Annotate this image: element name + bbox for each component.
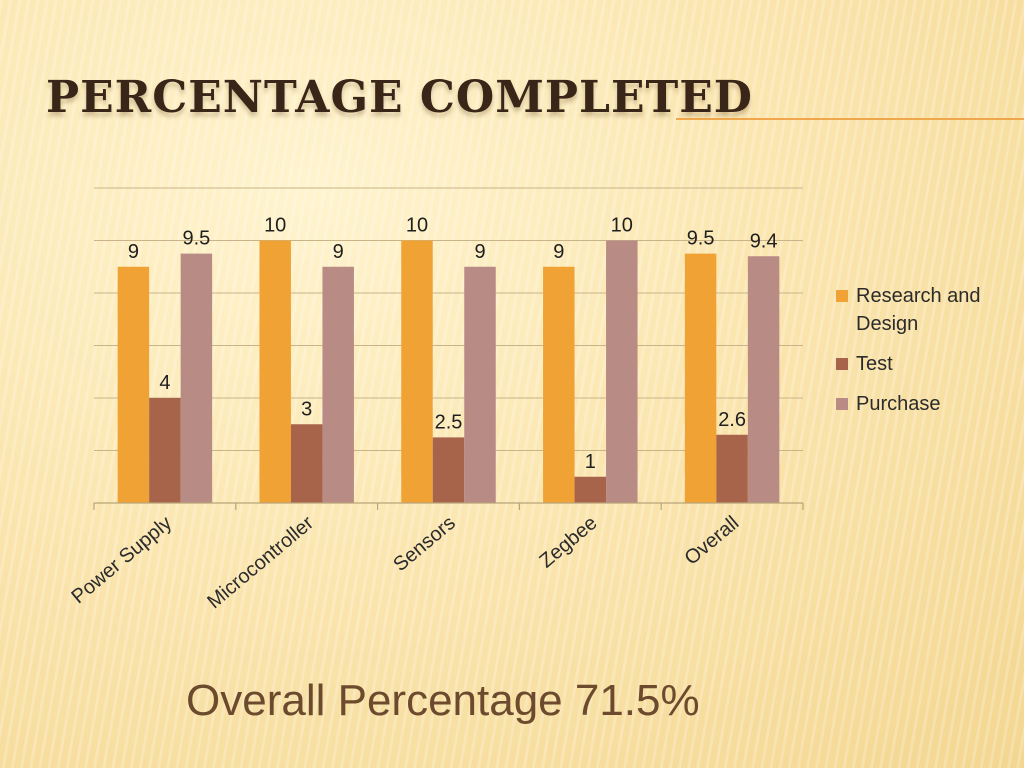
data-label-test: 2.5	[435, 411, 463, 433]
title-rule	[676, 118, 1024, 120]
bar-test	[149, 398, 181, 503]
data-label-test: 4	[159, 372, 170, 394]
chart-bars	[117, 240, 780, 503]
data-label-research: 10	[264, 215, 286, 237]
legend-item-purchase: Purchase	[836, 390, 996, 418]
slide-title: Percentage Completed	[46, 72, 753, 123]
bar-purchase	[464, 266, 496, 503]
legend-swatch-research	[836, 290, 848, 302]
legend-swatch-test	[836, 358, 848, 370]
legend-item-test: Test	[836, 350, 996, 378]
bar-chart: Power Supply Microcontroller Sensors Zegbee…	[67, 187, 804, 613]
x-tick-label: Zegbee	[535, 512, 601, 572]
data-label-test: 3	[301, 398, 312, 420]
bar-test	[574, 476, 607, 503]
bar-research	[117, 266, 150, 503]
bar-purchase	[747, 256, 780, 503]
bar-purchase	[180, 253, 213, 503]
x-tick-label: Microcontroller	[203, 512, 318, 613]
data-label-research: 9	[128, 241, 139, 263]
bar-research	[401, 240, 433, 503]
bar-test	[290, 424, 323, 503]
overall-percentage-text: Overall Percentage 71.5%	[186, 676, 700, 725]
data-label-test: 1	[585, 451, 596, 473]
legend-item-research: Research and Design	[836, 282, 996, 338]
data-label-test: 2.6	[718, 409, 746, 431]
chart-axis: Power Supply Microcontroller Sensors Zegbee…	[67, 502, 804, 613]
bar-research	[543, 266, 575, 503]
bar-purchase	[606, 240, 638, 503]
bar-test	[432, 437, 465, 503]
legend-label-research: Research and Design	[856, 285, 981, 335]
legend-swatch-purchase	[836, 398, 848, 410]
data-label-purchase: 9.5	[182, 228, 210, 250]
data-label-research: 9.5	[687, 228, 715, 250]
x-tick-label: Overall	[681, 512, 744, 570]
bar-research	[684, 253, 717, 503]
x-tick-label: Sensors	[389, 512, 459, 576]
bar-purchase	[322, 266, 354, 503]
data-label-purchase: 10	[611, 215, 633, 237]
data-label-research: 9	[553, 241, 564, 263]
legend-label-test: Test	[856, 353, 893, 375]
data-label-purchase: 9	[333, 241, 344, 263]
chart-legend: Research and Design Test Purchase	[836, 282, 996, 430]
legend-label-purchase: Purchase	[856, 393, 941, 415]
bar-research	[259, 240, 291, 503]
data-label-purchase: 9.4	[750, 230, 778, 252]
data-label-research: 10	[406, 215, 428, 237]
chart-data-labels: 9 10 10 9 9.5 4 3 2.5 1 2.6 9.5 9 9 10 9.4	[128, 215, 778, 473]
bar-test	[716, 434, 748, 503]
x-tick-label: Power Supply	[67, 512, 176, 608]
data-label-purchase: 9	[474, 241, 485, 263]
